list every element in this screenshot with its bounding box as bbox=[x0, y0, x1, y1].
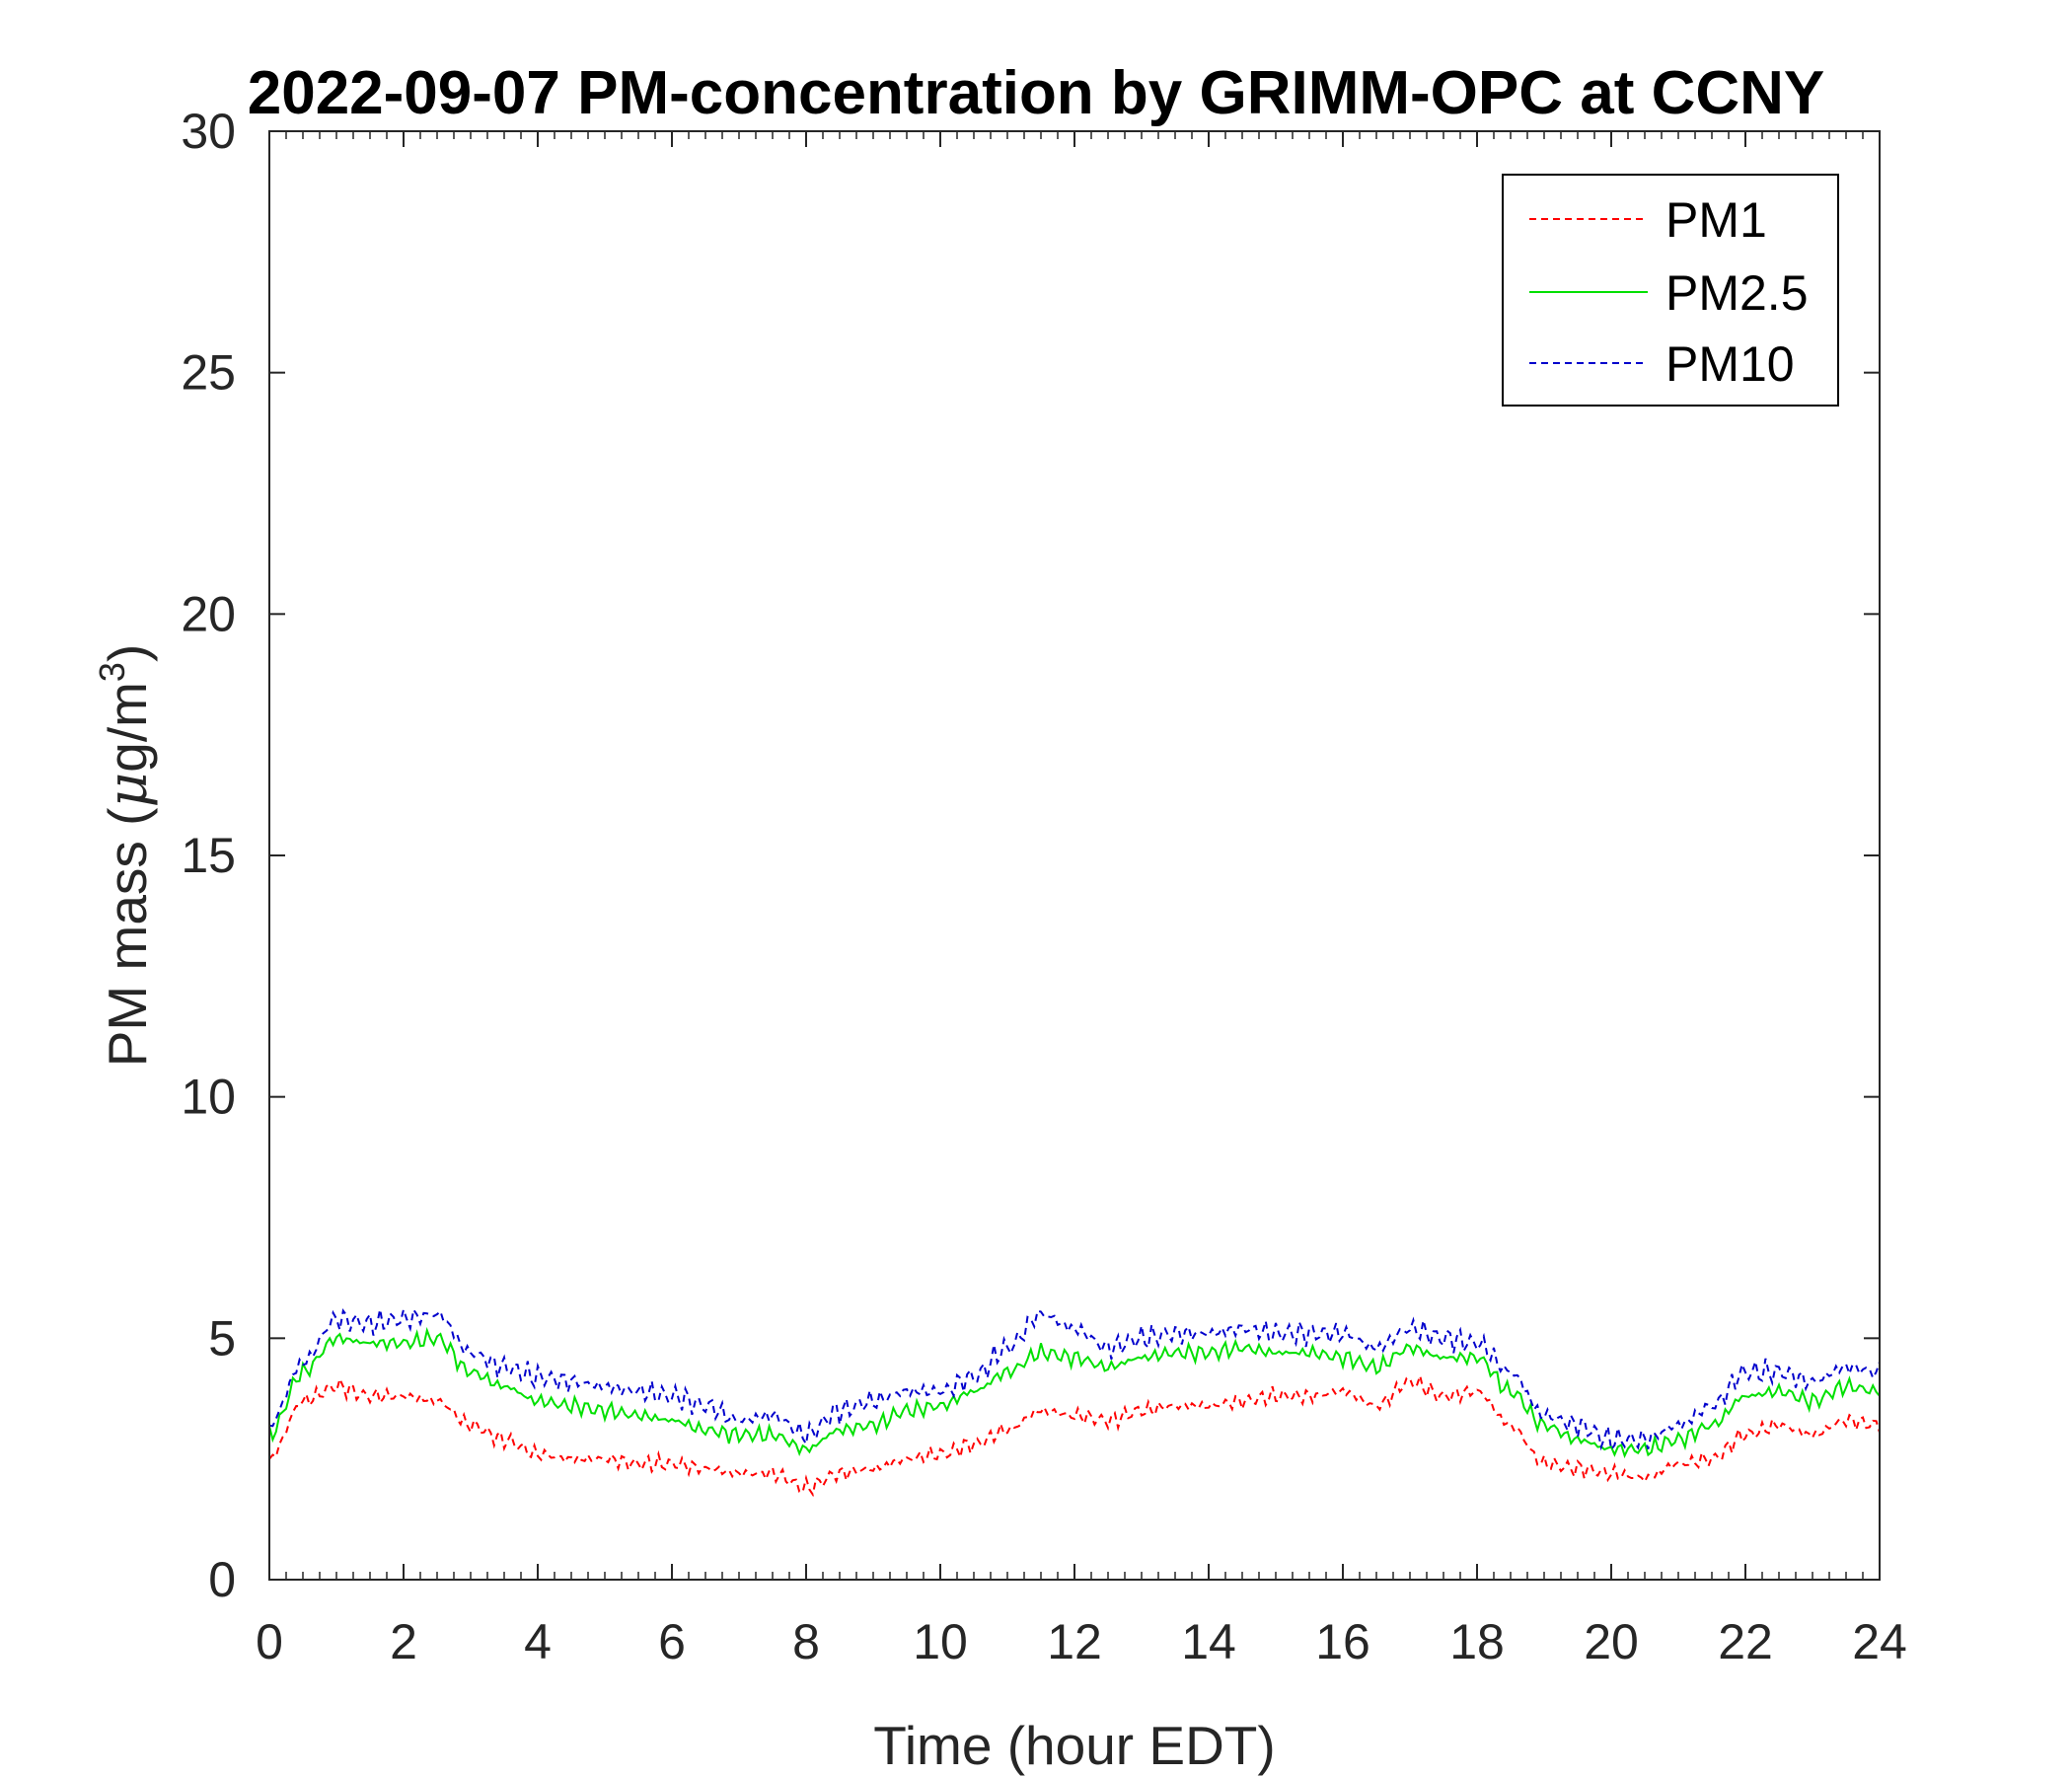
y-axis-title: PM mass (μg/m3) bbox=[92, 644, 159, 1068]
y-axis-title-prefix: PM mass ( bbox=[97, 808, 158, 1068]
series-layer bbox=[268, 1305, 1881, 1498]
y-tick-label: 25 bbox=[181, 345, 236, 401]
y-tick-label: 10 bbox=[181, 1070, 236, 1125]
y-tick-labels: 0 5 10 15 20 25 30 bbox=[181, 104, 236, 1607]
y-tick-label: 20 bbox=[181, 586, 236, 641]
y-tick-label: 30 bbox=[181, 104, 236, 159]
y-axis-title-mu: μ bbox=[96, 773, 159, 808]
series-line-pm25 bbox=[268, 1326, 1881, 1459]
x-tick-label: 18 bbox=[1449, 1614, 1505, 1669]
x-tick-label: 2 bbox=[390, 1614, 417, 1669]
y-axis-title-superscript: 3 bbox=[92, 662, 132, 682]
x-tick-label: 12 bbox=[1047, 1614, 1102, 1669]
legend-box bbox=[1502, 174, 1839, 407]
y-axis-title-suffix: ) bbox=[97, 644, 158, 662]
x-tick-label: 4 bbox=[524, 1614, 552, 1669]
x-tick-label: 22 bbox=[1718, 1614, 1773, 1669]
x-tick-labels: 0 2 4 6 8 10 12 14 16 18 20 22 24 bbox=[256, 1614, 1907, 1669]
y-tick-label: 5 bbox=[208, 1310, 236, 1366]
series-line-pm10 bbox=[268, 1305, 1881, 1452]
x-tick-label: 24 bbox=[1852, 1614, 1907, 1669]
x-tick-label: 0 bbox=[256, 1614, 283, 1669]
x-tick-label: 14 bbox=[1181, 1614, 1236, 1669]
legend-label-pm1: PM1 bbox=[1665, 192, 1767, 248]
x-tick-label: 20 bbox=[1584, 1614, 1639, 1669]
legend-label-pm25: PM2.5 bbox=[1665, 265, 1809, 321]
x-tick-label: 10 bbox=[913, 1614, 968, 1669]
legend: PM1 PM2.5 PM10 bbox=[1502, 174, 1839, 407]
y-axis-title-unit: g/m bbox=[97, 682, 158, 773]
series-line-pm1 bbox=[268, 1371, 1881, 1498]
chart-title: 2022-09-07 PM-concentration by GRIMM-OPC… bbox=[248, 59, 1825, 127]
plot-frame bbox=[268, 130, 1881, 1581]
y-tick-label: 0 bbox=[208, 1552, 236, 1607]
x-axis-title: Time (hour EDT) bbox=[873, 1715, 1275, 1776]
x-tick-label: 6 bbox=[658, 1614, 686, 1669]
y-tick-label: 15 bbox=[181, 828, 236, 883]
legend-label-pm10: PM10 bbox=[1665, 336, 1795, 392]
x-tick-label: 16 bbox=[1315, 1614, 1370, 1669]
x-tick-label: 8 bbox=[792, 1614, 820, 1669]
